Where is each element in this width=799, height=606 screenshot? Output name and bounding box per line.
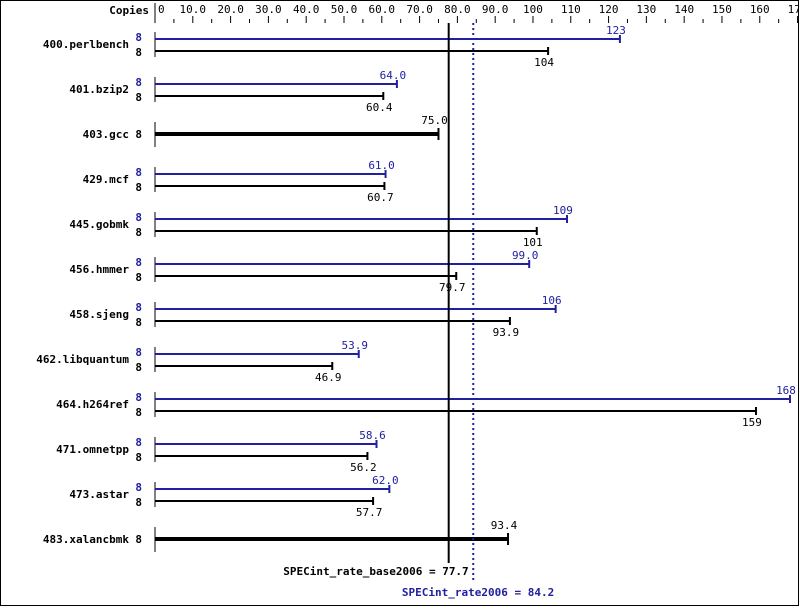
base-value-label: 75.0 bbox=[421, 114, 448, 127]
peak-copies: 8 bbox=[135, 256, 142, 269]
benchmark-label: 473.astar bbox=[69, 488, 129, 501]
peak-value-label: 106 bbox=[542, 294, 562, 307]
base-copies: 8 bbox=[135, 496, 142, 509]
peak-value-label: 61.0 bbox=[368, 159, 395, 172]
base-copies: 8 bbox=[135, 46, 142, 59]
base-copies: 8 bbox=[135, 406, 142, 419]
peak-reference-label: SPECint_rate2006 = 84.2 bbox=[402, 586, 554, 599]
base-copies: 8 bbox=[135, 361, 142, 374]
peak-copies: 8 bbox=[135, 211, 142, 224]
peak-value-label: 62.0 bbox=[372, 474, 399, 487]
base-value-label: 60.7 bbox=[367, 191, 394, 204]
peak-copies: 8 bbox=[135, 436, 142, 449]
peak-value-label: 123 bbox=[606, 24, 626, 37]
tick-label: 70.0 bbox=[406, 3, 433, 16]
peak-value-label: 58.6 bbox=[359, 429, 386, 442]
base-copies: 8 bbox=[135, 271, 142, 284]
axis-label: Copies bbox=[109, 4, 149, 17]
tick-label: 60.0 bbox=[369, 3, 396, 16]
tick-label: 0 bbox=[158, 3, 165, 16]
benchmark-label: 464.h264ref bbox=[56, 398, 129, 411]
tick-label: 160 bbox=[750, 3, 770, 16]
tick-label: 90.0 bbox=[482, 3, 509, 16]
base-copies: 8 bbox=[135, 128, 142, 141]
peak-value-label: 109 bbox=[553, 204, 573, 217]
base-copies: 8 bbox=[135, 181, 142, 194]
base-value-label: 159 bbox=[742, 416, 762, 429]
peak-copies: 8 bbox=[135, 301, 142, 314]
base-value-label: 46.9 bbox=[315, 371, 342, 384]
base-value-label: 104 bbox=[534, 56, 554, 69]
tick-label: 150 bbox=[712, 3, 732, 16]
tick-label: 130 bbox=[636, 3, 656, 16]
benchmark-label: 445.gobmk bbox=[69, 218, 129, 231]
peak-copies: 8 bbox=[135, 346, 142, 359]
tick-label: 10.0 bbox=[180, 3, 207, 16]
base-value-label: 79.7 bbox=[439, 281, 466, 294]
base-value-label: 93.9 bbox=[493, 326, 520, 339]
tick-label: 50.0 bbox=[331, 3, 358, 16]
tick-label: 170 bbox=[788, 3, 799, 16]
tick-label: 120 bbox=[599, 3, 619, 16]
benchmark-label: 401.bzip2 bbox=[69, 83, 129, 96]
peak-value-label: 64.0 bbox=[380, 69, 407, 82]
peak-copies: 8 bbox=[135, 31, 142, 44]
benchmark-label: 462.libquantum bbox=[36, 353, 129, 366]
benchmark-label: 429.mcf bbox=[83, 173, 129, 186]
base-copies: 8 bbox=[135, 316, 142, 329]
base-copies: 8 bbox=[135, 91, 142, 104]
tick-label: 80.0 bbox=[444, 3, 471, 16]
benchmark-label: 471.omnetpp bbox=[56, 443, 129, 456]
base-value-label: 93.4 bbox=[491, 519, 518, 532]
benchmark-label: 403.gcc bbox=[83, 128, 129, 141]
base-copies: 8 bbox=[135, 226, 142, 239]
base-reference-label: SPECint_rate_base2006 = 77.7 bbox=[283, 565, 468, 578]
tick-label: 20.0 bbox=[217, 3, 244, 16]
base-copies: 8 bbox=[135, 533, 142, 546]
benchmark-label: 456.hmmer bbox=[69, 263, 129, 276]
peak-value-label: 53.9 bbox=[341, 339, 368, 352]
peak-value-label: 99.0 bbox=[512, 249, 539, 262]
base-value-label: 101 bbox=[523, 236, 543, 249]
base-copies: 8 bbox=[135, 451, 142, 464]
base-value-label: 60.4 bbox=[366, 101, 393, 114]
tick-label: 140 bbox=[674, 3, 694, 16]
tick-label: 30.0 bbox=[255, 3, 282, 16]
benchmark-label: 458.sjeng bbox=[69, 308, 129, 321]
peak-copies: 8 bbox=[135, 481, 142, 494]
benchmark-label: 400.perlbench bbox=[43, 38, 129, 51]
benchmark-label: 483.xalancbmk bbox=[43, 533, 129, 546]
peak-value-label: 168 bbox=[776, 384, 796, 397]
peak-copies: 8 bbox=[135, 166, 142, 179]
base-value-label: 56.2 bbox=[350, 461, 377, 474]
peak-copies: 8 bbox=[135, 391, 142, 404]
peak-copies: 8 bbox=[135, 76, 142, 89]
tick-label: 100 bbox=[523, 3, 543, 16]
tick-label: 110 bbox=[561, 3, 581, 16]
tick-label: 40.0 bbox=[293, 3, 320, 16]
base-value-label: 57.7 bbox=[356, 506, 383, 519]
